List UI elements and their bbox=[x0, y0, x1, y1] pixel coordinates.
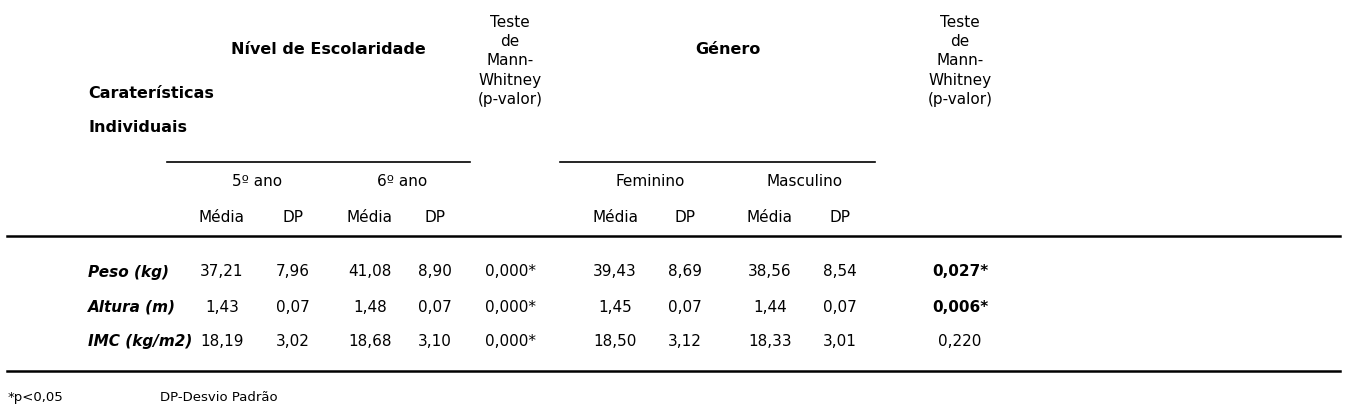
Text: Individuais: Individuais bbox=[88, 119, 187, 134]
Text: Feminino: Feminino bbox=[616, 174, 684, 189]
Text: 0,006*: 0,006* bbox=[932, 299, 989, 314]
Text: 1,44: 1,44 bbox=[753, 299, 787, 314]
Text: 3,12: 3,12 bbox=[668, 334, 702, 349]
Text: 39,43: 39,43 bbox=[593, 264, 637, 279]
Text: Teste
de
Mann-
Whitney
(p-valor): Teste de Mann- Whitney (p-valor) bbox=[477, 15, 543, 107]
Text: 38,56: 38,56 bbox=[748, 264, 792, 279]
Text: 7,96: 7,96 bbox=[276, 264, 310, 279]
Text: Caraterísticas: Caraterísticas bbox=[88, 86, 214, 101]
Text: DP: DP bbox=[283, 210, 303, 225]
Text: 1,45: 1,45 bbox=[598, 299, 632, 314]
Text: Nível de Escolaridade: Nível de Escolaridade bbox=[232, 43, 426, 57]
Text: 0,000*: 0,000* bbox=[485, 264, 536, 279]
Text: *p<0,05: *p<0,05 bbox=[8, 391, 63, 404]
Text: DP: DP bbox=[675, 210, 695, 225]
Text: Média: Média bbox=[348, 210, 393, 225]
Text: 18,33: 18,33 bbox=[748, 334, 792, 349]
Text: 8,54: 8,54 bbox=[823, 264, 857, 279]
Text: Média: Média bbox=[199, 210, 245, 225]
Text: 18,19: 18,19 bbox=[201, 334, 244, 349]
Text: Género: Género bbox=[695, 43, 760, 57]
Text: DP-Desvio Padrão: DP-Desvio Padrão bbox=[160, 391, 277, 404]
Text: 18,68: 18,68 bbox=[349, 334, 392, 349]
Text: 1,48: 1,48 bbox=[353, 299, 387, 314]
Text: 0,07: 0,07 bbox=[668, 299, 702, 314]
Text: Teste
de
Mann-
Whitney
(p-valor): Teste de Mann- Whitney (p-valor) bbox=[928, 15, 993, 107]
Text: 0,027*: 0,027* bbox=[932, 264, 989, 279]
Text: 1,43: 1,43 bbox=[205, 299, 238, 314]
Text: Altura (m): Altura (m) bbox=[88, 299, 176, 314]
Text: 0,220: 0,220 bbox=[939, 334, 982, 349]
Text: DP: DP bbox=[424, 210, 446, 225]
Text: 8,90: 8,90 bbox=[418, 264, 453, 279]
Text: Média: Média bbox=[591, 210, 638, 225]
Text: IMC (kg/m2): IMC (kg/m2) bbox=[88, 334, 193, 349]
Text: 8,69: 8,69 bbox=[668, 264, 702, 279]
Text: DP: DP bbox=[830, 210, 850, 225]
Text: 3,01: 3,01 bbox=[823, 334, 857, 349]
Text: 18,50: 18,50 bbox=[593, 334, 637, 349]
Text: 0,000*: 0,000* bbox=[485, 299, 536, 314]
Text: Média: Média bbox=[748, 210, 793, 225]
Text: 0,07: 0,07 bbox=[418, 299, 451, 314]
Text: 0,000*: 0,000* bbox=[485, 334, 536, 349]
Text: 37,21: 37,21 bbox=[201, 264, 244, 279]
Text: 41,08: 41,08 bbox=[349, 264, 392, 279]
Text: 3,10: 3,10 bbox=[418, 334, 453, 349]
Text: Masculino: Masculino bbox=[766, 174, 843, 189]
Text: Peso (kg): Peso (kg) bbox=[88, 264, 168, 279]
Text: 5º ano: 5º ano bbox=[233, 174, 283, 189]
Text: 6º ano: 6º ano bbox=[377, 174, 427, 189]
Text: 3,02: 3,02 bbox=[276, 334, 310, 349]
Text: 0,07: 0,07 bbox=[823, 299, 857, 314]
Text: 0,07: 0,07 bbox=[276, 299, 310, 314]
